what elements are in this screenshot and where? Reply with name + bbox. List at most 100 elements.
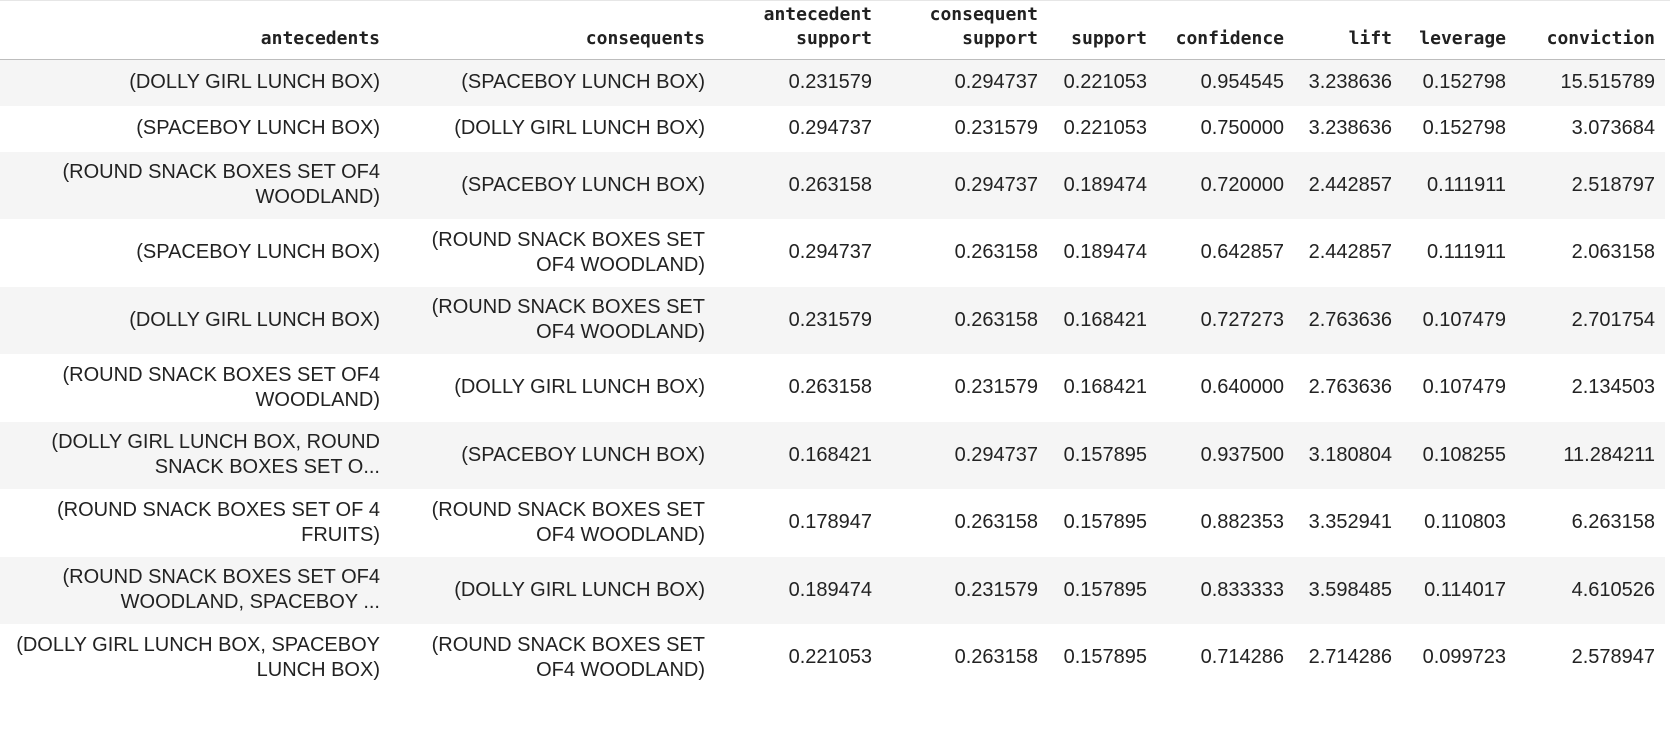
cell-confidence: 0.714286 (1200, 646, 1284, 669)
cell-conviction: 2.134503 (1571, 376, 1655, 399)
table-row: (ROUND SNACK BOXES SET OF 4 FRUITS) (ROU… (0, 489, 1665, 557)
table-row: (ROUND SNACK BOXES SET OF4 WOODLAND) (SP… (0, 151, 1665, 219)
cell-antecedents: (SPACEBOY LUNCH BOX) (136, 241, 380, 264)
cell-antecedents: (SPACEBOY LUNCH BOX) (136, 117, 380, 139)
cell-confidence: 0.833333 (1200, 578, 1284, 601)
cell-conviction: 2.063158 (1571, 241, 1655, 264)
cell-consequent-support: 0.231579 (954, 117, 1038, 139)
header-support[interactable]: support (1048, 1, 1157, 60)
cell-lift: 2.714286 (1308, 646, 1392, 669)
header-confidence[interactable]: confidence (1157, 1, 1294, 60)
table-header: antecedents consequents antecedent suppo… (0, 1, 1665, 60)
cell-consequents: (ROUND SNACK BOXES SET OF4 WOODLAND) (431, 228, 705, 276)
header-antecedents[interactable]: antecedents (0, 1, 390, 60)
cell-conviction: 11.284211 (1563, 443, 1655, 466)
header-antecedent-support[interactable]: antecedent support (715, 1, 882, 60)
cell-consequents: (ROUND SNACK BOXES SET OF4 WOODLAND) (431, 633, 705, 681)
cell-consequents: (SPACEBOY LUNCH BOX) (461, 71, 705, 94)
header-lift[interactable]: lift (1294, 1, 1402, 60)
table-row: (ROUND SNACK BOXES SET OF4 WOODLAND) (DO… (0, 354, 1665, 422)
top-border (0, 0, 1670, 1)
cell-leverage: 0.107479 (1422, 376, 1506, 399)
cell-confidence: 0.750000 (1200, 117, 1284, 139)
cell-lift: 3.180804 (1308, 443, 1392, 466)
cell-confidence: 0.720000 (1200, 173, 1284, 196)
cell-consequents: (DOLLY GIRL LUNCH BOX) (454, 376, 705, 399)
header-row: antecedents consequents antecedent suppo… (0, 1, 1665, 60)
cell-leverage: 0.152798 (1422, 117, 1506, 139)
header-conviction[interactable]: conviction (1516, 1, 1665, 60)
cell-leverage: 0.114017 (1424, 578, 1506, 601)
table-row: (DOLLY GIRL LUNCH BOX, ROUND SNACK BOXES… (0, 421, 1665, 489)
cell-consequents: (DOLLY GIRL LUNCH BOX) (454, 117, 705, 139)
cell-antecedents: (DOLLY GIRL LUNCH BOX) (129, 308, 380, 331)
cell-consequents: (ROUND SNACK BOXES SET OF4 WOODLAND) (431, 498, 705, 546)
cell-antecedents: (DOLLY GIRL LUNCH BOX, ROUND SNACK BOXES… (51, 431, 380, 479)
cell-confidence: 0.954545 (1200, 71, 1284, 94)
cell-antecedent-support: 0.263158 (788, 173, 872, 196)
cell-antecedent-support: 0.189474 (788, 578, 872, 601)
cell-consequent-support: 0.294737 (954, 443, 1038, 466)
cell-consequent-support: 0.263158 (954, 308, 1038, 331)
header-leverage[interactable]: leverage (1402, 1, 1516, 60)
cell-leverage: 0.099723 (1422, 646, 1506, 669)
cell-consequents: (SPACEBOY LUNCH BOX) (461, 173, 705, 196)
cell-consequents: (SPACEBOY LUNCH BOX) (461, 443, 705, 466)
cell-conviction: 15.515789 (1560, 71, 1655, 94)
cell-support: 0.189474 (1063, 173, 1147, 196)
cell-confidence: 0.937500 (1200, 443, 1284, 466)
cell-lift: 2.763636 (1308, 308, 1392, 331)
cell-antecedents: (DOLLY GIRL LUNCH BOX, SPACEBOY LUNCH BO… (16, 633, 380, 681)
cell-lift: 2.442857 (1308, 241, 1392, 264)
cell-consequent-support: 0.263158 (954, 511, 1038, 534)
association-rules-table: antecedents consequents antecedent suppo… (0, 1, 1665, 692)
cell-consequent-support: 0.294737 (954, 71, 1038, 94)
cell-confidence: 0.640000 (1200, 376, 1284, 399)
cell-antecedents: (ROUND SNACK BOXES SET OF4 WOODLAND) (62, 161, 380, 209)
cell-antecedent-support: 0.221053 (788, 646, 872, 669)
cell-antecedent-support: 0.294737 (788, 241, 872, 264)
cell-antecedents: (ROUND SNACK BOXES SET OF 4 FRUITS) (56, 498, 380, 546)
cell-support: 0.157895 (1063, 511, 1147, 534)
cell-support: 0.221053 (1063, 71, 1147, 94)
cell-conviction: 2.518797 (1571, 173, 1655, 196)
cell-antecedents: (ROUND SNACK BOXES SET OF4 WOODLAND) (62, 363, 380, 411)
cell-consequent-support: 0.263158 (954, 241, 1038, 264)
cell-antecedent-support: 0.168421 (788, 443, 872, 466)
table-row: (DOLLY GIRL LUNCH BOX, SPACEBOY LUNCH BO… (0, 624, 1665, 692)
cell-leverage: 0.110803 (1424, 511, 1506, 534)
cell-leverage: 0.107479 (1422, 308, 1506, 331)
header-consequents[interactable]: consequents (390, 1, 715, 60)
cell-confidence: 0.642857 (1200, 241, 1284, 264)
cell-support: 0.157895 (1063, 443, 1147, 466)
table-row: (SPACEBOY LUNCH BOX) (ROUND SNACK BOXES … (0, 219, 1665, 287)
cell-lift: 2.763636 (1308, 376, 1392, 399)
cell-support: 0.221053 (1063, 117, 1147, 139)
cell-lift: 3.238636 (1308, 71, 1392, 94)
cell-lift: 3.238636 (1308, 117, 1392, 139)
cell-conviction: 6.263158 (1571, 511, 1655, 534)
cell-antecedent-support: 0.231579 (788, 71, 872, 94)
cell-antecedent-support: 0.263158 (788, 376, 872, 399)
cell-antecedent-support: 0.294737 (788, 117, 872, 139)
cell-confidence: 0.727273 (1200, 308, 1284, 331)
cell-consequents: (DOLLY GIRL LUNCH BOX) (454, 578, 705, 601)
table-row: (ROUND SNACK BOXES SET OF4 WOODLAND, SPA… (0, 556, 1665, 624)
table-row: (SPACEBOY LUNCH BOX) (DOLLY GIRL LUNCH B… (0, 105, 1665, 152)
cell-antecedent-support: 0.178947 (788, 511, 872, 534)
cell-lift: 3.352941 (1308, 511, 1392, 534)
cell-leverage: 0.108255 (1422, 443, 1506, 466)
cell-conviction: 2.578947 (1571, 646, 1655, 669)
cell-lift: 2.442857 (1308, 173, 1392, 196)
cell-leverage: 0.111911 (1427, 241, 1506, 264)
header-consequent-support[interactable]: consequent support (882, 1, 1048, 60)
cell-support: 0.157895 (1063, 646, 1147, 669)
cell-antecedents: (ROUND SNACK BOXES SET OF4 WOODLAND, SPA… (62, 566, 380, 614)
cell-consequent-support: 0.231579 (954, 376, 1038, 399)
cell-lift: 3.598485 (1308, 578, 1392, 601)
table-body: (DOLLY GIRL LUNCH BOX) (SPACEBOY LUNCH B… (0, 59, 1665, 692)
cell-confidence: 0.882353 (1200, 511, 1284, 534)
cell-antecedent-support: 0.231579 (788, 308, 872, 331)
table-row: (DOLLY GIRL LUNCH BOX) (SPACEBOY LUNCH B… (0, 59, 1665, 106)
cell-conviction: 4.610526 (1571, 578, 1655, 601)
